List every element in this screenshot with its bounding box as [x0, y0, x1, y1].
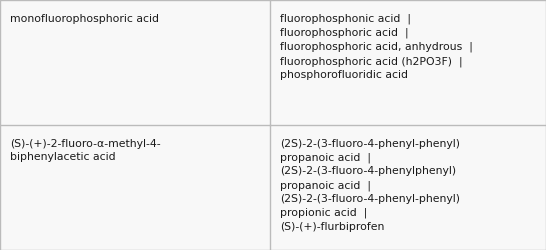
Text: (2S)-2-(3-fluoro-4-phenyl-phenyl)
propanoic acid  |
(2S)-2-(3-fluoro-4-phenylphe: (2S)-2-(3-fluoro-4-phenyl-phenyl) propan… — [280, 139, 460, 232]
Text: (S)-(+)-2-fluoro-α-methyl-4-
biphenylacetic acid: (S)-(+)-2-fluoro-α-methyl-4- biphenylace… — [10, 139, 161, 162]
Text: monofluorophosphoric acid: monofluorophosphoric acid — [10, 14, 159, 24]
Text: fluorophosphonic acid  |
fluorophosphoric acid  |
fluorophosphoric acid, anhydro: fluorophosphonic acid | fluorophosphoric… — [280, 14, 473, 80]
